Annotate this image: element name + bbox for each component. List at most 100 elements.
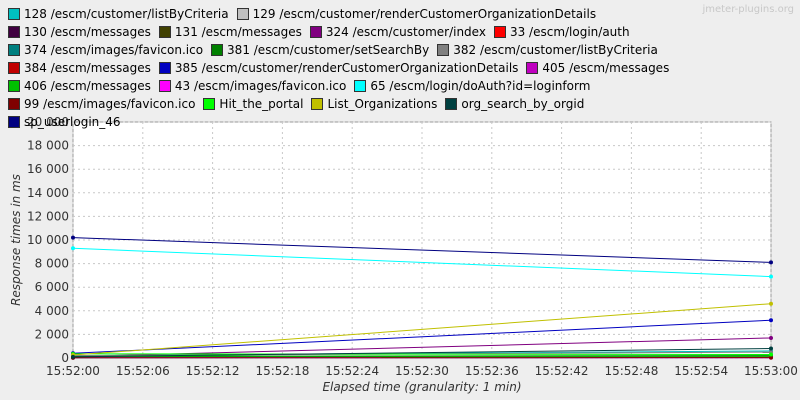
series-line [72,353,772,355]
legend-label: 33 /escm/login/auth [509,24,630,39]
x-tick-label: 15:52:48 [604,364,658,378]
data-point [71,235,75,240]
legend-label: 128 /escm/customer/listByCriteria [24,6,229,21]
legend-swatch [493,25,506,38]
x-tick-label: 15:52:24 [325,364,379,378]
legend-label: sp_userlogin_46 [24,114,121,129]
legend-label: 43 /escm/images/favicon.ico [174,78,347,93]
y-tick-label: 10 000 [27,233,69,247]
legend-item: 99 /escm/images/favicon.ico [8,96,195,111]
legend-swatch [158,79,171,92]
series-line [72,237,772,263]
legend-label: 382 /escm/customer/listByCriteria [453,42,658,57]
y-tick-label: 16 000 [27,162,69,176]
legend-label: 374 /escm/images/favicon.ico [24,42,204,57]
legend-item: 131 /escm/messages [158,24,302,39]
x-tick-label: 15:52:54 [674,364,728,378]
legend-swatch [8,43,20,56]
data-point [769,274,773,279]
legend-swatch [203,97,216,110]
y-tick-label: 2 000 [35,327,69,341]
legend-item: 129 /escm/customer/renderCustomerOrganiz… [236,6,597,21]
data-point [769,346,773,351]
y-tick-label: 8 000 [35,257,69,271]
legend-label: 406 /escm/messages [24,78,151,93]
legend-item: org_search_by_orgid [445,96,584,111]
y-tick-label: 14 000 [27,186,69,200]
legend-item: 374 /escm/images/favicon.ico [8,42,203,57]
legend-swatch [309,25,322,38]
legend-swatch [526,61,539,74]
legend-item: 385 /escm/customer/renderCustomerOrganiz… [158,60,519,75]
legend-item: 384 /escm/messages [8,60,151,75]
legend-item: Hit_the_portal [203,96,303,111]
y-tick-label: 4 000 [35,304,69,318]
legend-swatch [354,79,367,92]
legend-item: 382 /escm/customer/listByCriteria [437,42,658,57]
legend-swatch [8,61,20,74]
x-tick-label: 15:52:00 [46,364,100,378]
legend-swatch [8,7,20,20]
legend-item: List_Organizations [311,96,437,111]
x-axis-label: Elapsed time (granularity: 1 min) [322,380,521,394]
legend-swatch [8,25,20,38]
legend-label: 324 /escm/customer/index [325,24,486,39]
series-line [72,355,772,357]
x-tick-label: 15:52:30 [395,364,449,378]
legend-item: 130 /escm/messages [8,24,151,39]
watermark: jmeter-plugins.org [702,4,794,15]
y-tick-label: 0 [61,351,69,365]
legend-item: 406 /escm/messages [8,78,151,93]
legend-swatch [437,43,450,56]
legend-item: 43 /escm/images/favicon.ico [158,78,347,93]
legend-swatch [311,97,324,110]
series-line [72,303,772,356]
legend-label: 65 /escm/login/doAuth?id=loginform [370,78,591,93]
data-point [71,246,75,251]
data-point [769,318,773,323]
x-tick-label: 15:52:12 [186,364,240,378]
legend-item: 381 /escm/customer/setSearchBy [211,42,429,57]
legend-swatch [8,115,20,128]
x-tick-label: 15:52:36 [465,364,519,378]
x-tick-label: 15:52:42 [535,364,589,378]
legend-swatch [158,61,171,74]
legend-label: 131 /escm/messages [174,24,302,39]
y-tick-label: 18 000 [27,139,69,153]
y-axis-label: Response times in ms [9,174,23,306]
legend-item: 405 /escm/messages [526,60,669,75]
legend-item: 65 /escm/login/doAuth?id=loginform [354,78,590,93]
legend-swatch [158,25,171,38]
data-point [769,335,773,340]
x-tick-label: 15:52:06 [116,364,170,378]
legend-label: 384 /escm/messages [24,60,151,75]
x-tick-label: 15:53:00 [744,364,798,378]
x-tick-label: 15:52:18 [255,364,309,378]
y-tick-label: 6 000 [35,280,69,294]
legend-label: 129 /escm/customer/renderCustomerOrganiz… [252,6,597,21]
series-line [72,348,772,358]
legend-label: org_search_by_orgid [461,96,585,111]
legend: 128 /escm/customer/listByCriteria 129 /es… [8,6,688,129]
data-point [71,354,75,359]
y-tick-label: 20 000 [27,115,69,129]
legend-swatch [236,7,249,20]
series-line [72,319,772,354]
legend-item: sp_userlogin_46 [8,114,121,129]
legend-item: 33 /escm/login/auth [493,24,630,39]
data-point [769,260,773,265]
legend-swatch [445,97,458,110]
legend-label: 381 /escm/customer/setSearchBy [227,42,430,57]
data-point [769,355,773,360]
legend-label: 385 /escm/customer/renderCustomerOrganiz… [174,60,519,75]
y-tick-label: 12 000 [27,209,69,223]
series-line [72,247,772,278]
legend-item: 324 /escm/customer/index [309,24,486,39]
legend-swatch [8,97,20,110]
data-point [769,352,773,357]
legend-label: List_Organizations [327,96,438,111]
legend-label: 130 /escm/messages [24,24,151,39]
data-point [769,301,773,306]
